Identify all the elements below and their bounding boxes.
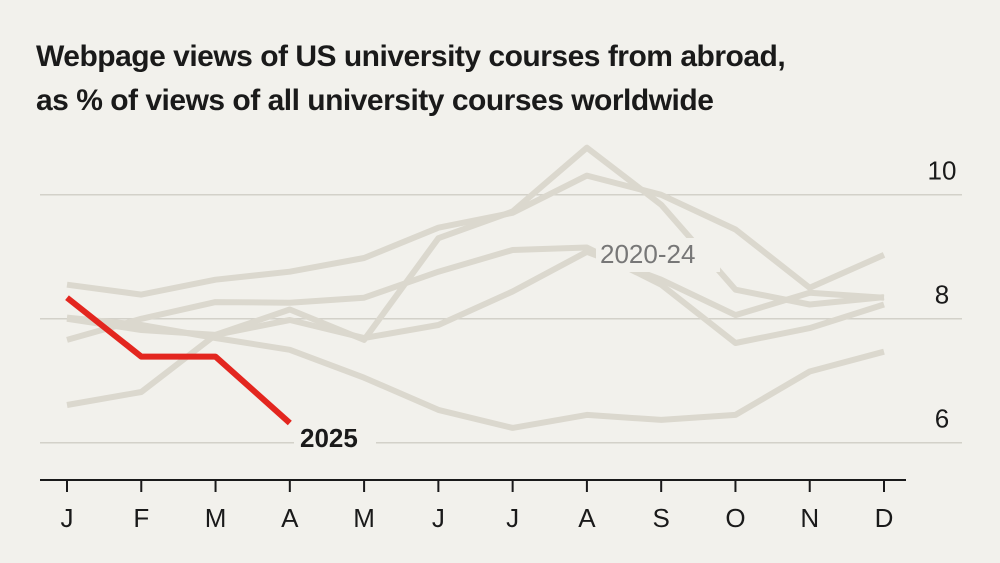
x-tick-label: J: [432, 503, 445, 533]
x-tick-label: N: [800, 503, 819, 533]
x-tick-label: S: [653, 503, 670, 533]
x-tick-label: J: [61, 503, 74, 533]
x-tick-label: O: [725, 503, 745, 533]
label-bg: [294, 422, 376, 456]
chart-title: Webpage views of US university courses f…: [36, 40, 785, 73]
x-tick-label: A: [281, 503, 299, 533]
x-tick-label: J: [506, 503, 519, 533]
x-tick-label: M: [205, 503, 227, 533]
label-bg: [596, 238, 720, 272]
current-line: [65, 295, 292, 426]
x-tick-label: D: [875, 503, 894, 533]
past-line: [66, 248, 885, 408]
past-line: [66, 244, 885, 346]
y-tick-label: 6: [935, 404, 949, 434]
series-label: 2020-24: [600, 239, 695, 269]
past-line: [66, 314, 885, 431]
x-tick-label: M: [353, 503, 375, 533]
x-tick-label: A: [578, 503, 596, 533]
y-tick-label: 8: [935, 280, 949, 310]
x-tick-label: F: [133, 503, 149, 533]
series-label: 2025: [300, 423, 358, 453]
y-tick-label: 10: [928, 156, 957, 186]
past-line: [66, 172, 886, 298]
chart-title: as % of views of all university courses …: [36, 84, 713, 117]
